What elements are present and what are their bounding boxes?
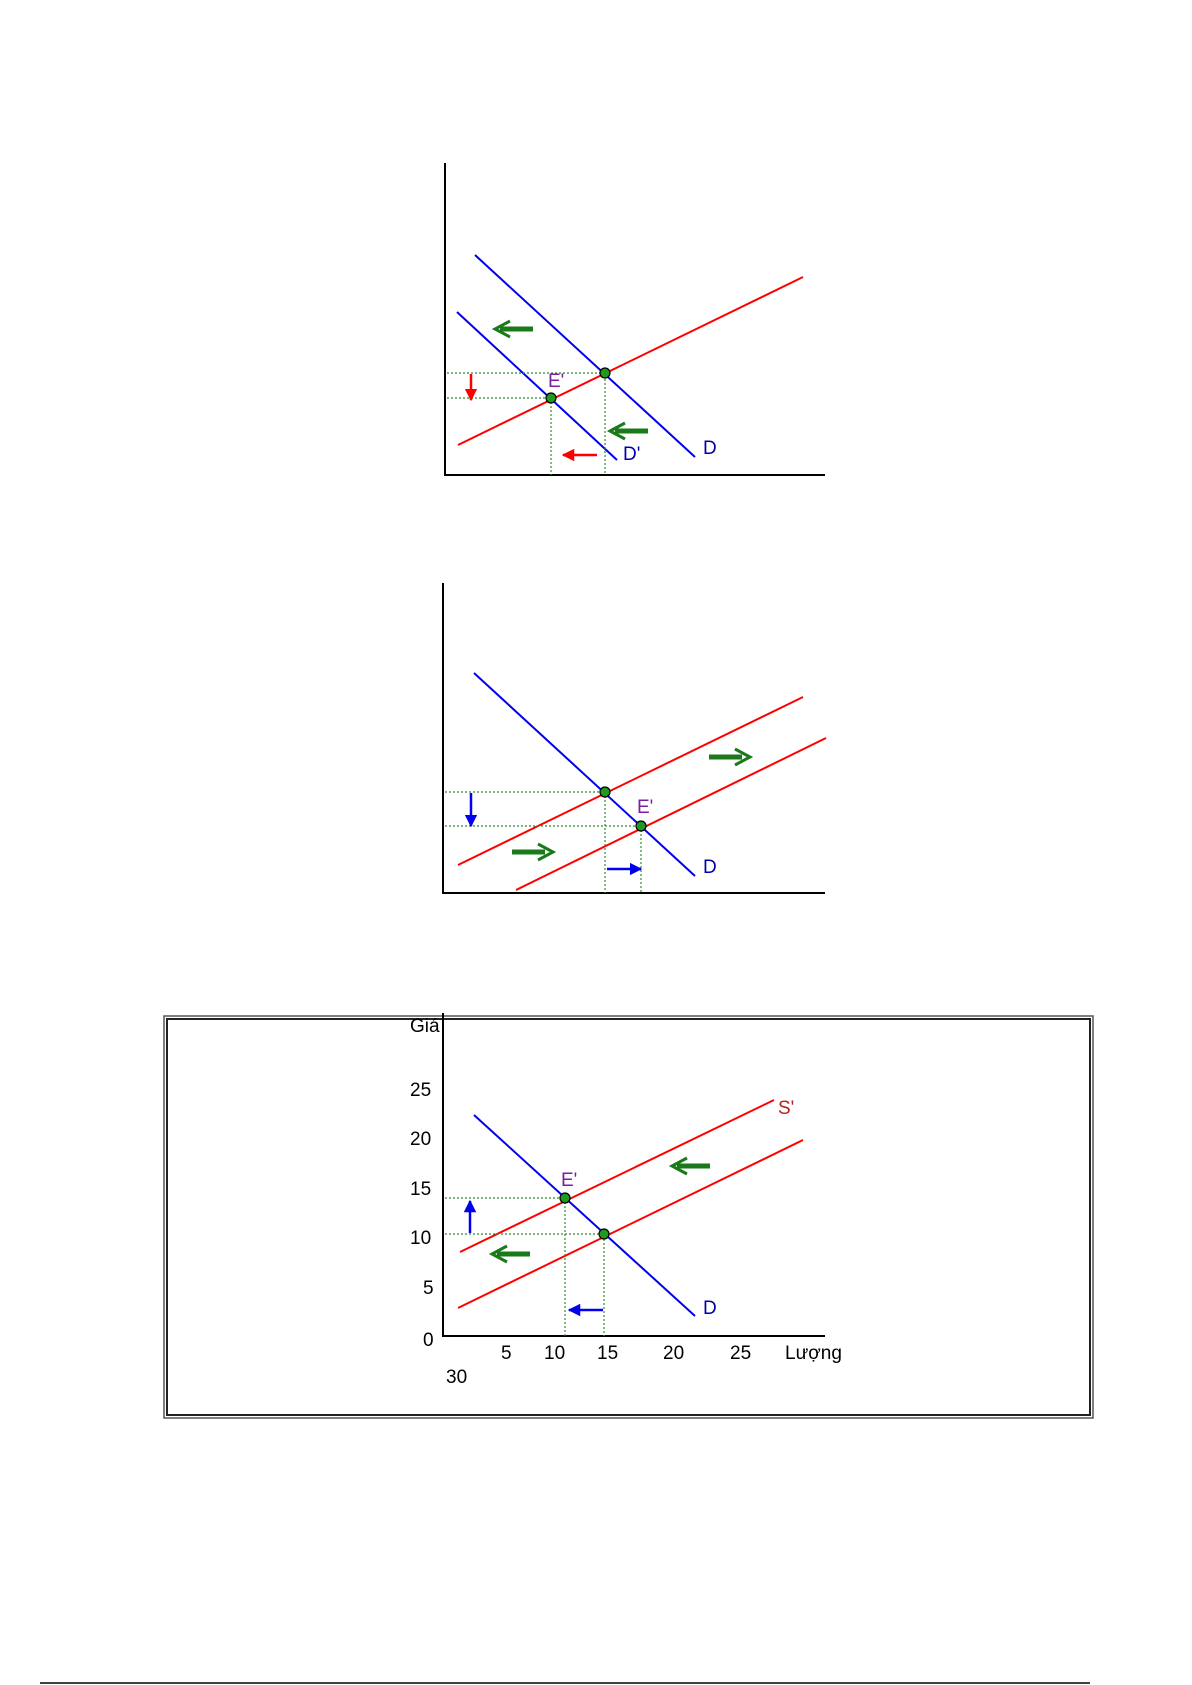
diagram-1-shift-arrow-lower [606, 421, 648, 441]
diagram-3-equilibrium-label: E' [561, 1170, 577, 1191]
diagram-3-supply-shifted-label: S' [778, 1098, 794, 1119]
diagram-2-demand-label: D [703, 857, 717, 878]
diagram-3-supply-shifted-line [459, 1099, 775, 1253]
diagram-3-y-tick: 25 [410, 1080, 431, 1101]
diagram-3-shift-arrow-lower [488, 1244, 530, 1264]
diagram-3-frame-inner [166, 1018, 1091, 1416]
diagram-1-demand-shifted-label: D' [623, 444, 640, 465]
diagram-1-shift-arrow-upper [491, 319, 533, 339]
diagram-3-x-axis-label: Lượng [785, 1343, 842, 1364]
diagram-2-shift-arrow-upper [709, 747, 754, 767]
diagram-1-demand-line [474, 254, 696, 458]
diagram-3-x-tick: 10 [544, 1343, 565, 1364]
diagram-3-frame-outer [163, 1015, 1094, 1419]
diagram-3-supply-decrease: Giá 25 20 15 10 5 0 5 10 15 20 25 Lượng … [163, 1013, 1094, 1419]
diagram-2-guide-original [445, 791, 606, 893]
diagram-3-y-tick: 20 [410, 1129, 431, 1150]
diagram-3-guide-original [445, 1233, 605, 1336]
diagram-3-guide-new [445, 1197, 566, 1336]
diagram-3-x-tick: 20 [663, 1343, 684, 1364]
diagram-1-guide-new [447, 397, 552, 475]
diagram-3-shift-arrow-upper [668, 1156, 710, 1176]
diagram-3-y-tick: 15 [410, 1179, 431, 1200]
diagram-2-original-equilibrium-point [599, 786, 611, 798]
diagram-1-new-equilibrium-point [545, 392, 557, 404]
diagram-2-supply-shifted-line [515, 737, 827, 891]
diagram-3-axes [442, 1013, 825, 1337]
diagram-2-guide-new [445, 825, 642, 893]
diagram-1-supply-line [457, 276, 804, 446]
diagram-1-equilibrium-label: E' [548, 371, 564, 392]
diagram-3-y-tick: 5 [423, 1278, 434, 1299]
diagram-1-original-equilibrium-point [599, 367, 611, 379]
diagram-2-demand-line [473, 672, 696, 877]
diagram-3-x-tick: 5 [501, 1343, 512, 1364]
diagram-1-demand-decrease: E' D' D [444, 163, 825, 476]
diagram-1-axes [444, 163, 825, 476]
diagram-2-supply-increase: E' D [442, 583, 827, 894]
diagram-1-demand-shifted-line [456, 311, 618, 461]
diagram-2-equilibrium-label: E' [637, 797, 653, 818]
diagram-2-axes [442, 583, 825, 894]
diagram-1-demand-label: D [703, 438, 717, 459]
diagram-2-new-equilibrium-point [635, 820, 647, 832]
diagram-3-x-tick-wrapped: 30 [446, 1367, 467, 1388]
diagram-3-new-equilibrium-point [559, 1192, 571, 1204]
diagram-3-x-tick: 15 [597, 1343, 618, 1364]
diagram-3-original-equilibrium-point [598, 1228, 610, 1240]
diagram-3-demand-line [473, 1114, 696, 1317]
diagram-3-y-tick: 0 [423, 1330, 434, 1351]
diagram-2-shift-arrow-lower [512, 842, 557, 862]
diagram-3-supply-line [457, 1139, 804, 1309]
diagram-3-x-tick: 25 [730, 1343, 751, 1364]
diagram-3-demand-label: D [703, 1298, 717, 1319]
diagram-2-supply-line [457, 696, 804, 866]
diagram-3-y-axis-label: Giá [410, 1016, 440, 1037]
diagram-3-y-tick: 10 [410, 1228, 431, 1249]
